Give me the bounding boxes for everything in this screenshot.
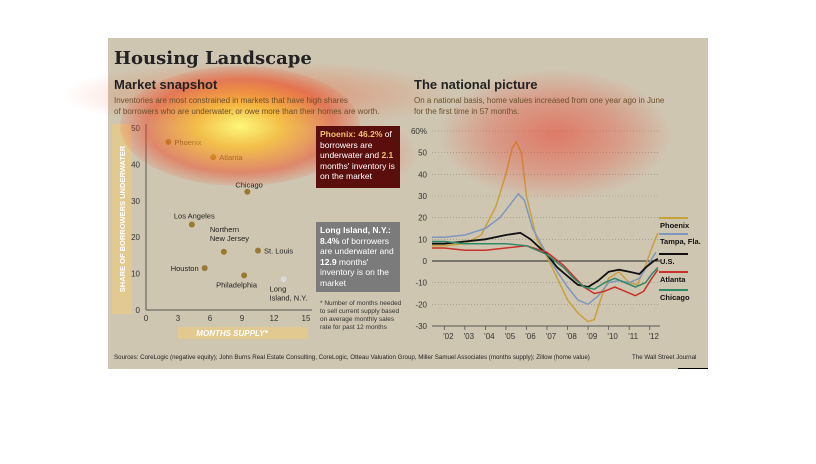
x-tick-label: 0 xyxy=(144,314,149,323)
y-tick-label: 60% xyxy=(411,127,427,136)
phoenix-callout: Phoenix: 46.2% of borrowers are underwat… xyxy=(316,126,400,188)
x-tick-label: '11 xyxy=(628,332,638,341)
scatter-point xyxy=(201,265,208,272)
y-tick-label: 10 xyxy=(131,270,140,279)
x-tick-label: 15 xyxy=(302,314,311,323)
callout-text: months' inventory is on the market xyxy=(320,256,389,288)
x-tick-label: '07 xyxy=(546,332,557,341)
x-tick-label: '03 xyxy=(464,332,475,341)
callout-city: Long Island, N.Y.: xyxy=(320,225,391,235)
y-tick-label: -20 xyxy=(415,300,427,309)
series-line xyxy=(432,231,659,288)
x-tick-label: 9 xyxy=(240,314,245,323)
corner-rule xyxy=(678,368,708,369)
x-tick-label: '02 xyxy=(443,332,454,341)
callout-text: months' inventory is on the market xyxy=(320,160,395,182)
series-line xyxy=(432,240,659,290)
left-subtitle: Market snapshot xyxy=(114,77,218,92)
y-tick-label: -10 xyxy=(415,279,427,288)
heatmap-overlay xyxy=(440,70,670,200)
callout-city: Phoenix: xyxy=(320,129,356,139)
x-tick-label: '10 xyxy=(607,332,618,341)
callout-months: 12.9 xyxy=(320,256,337,267)
months-supply-note: * Number of months needed to sell curren… xyxy=(320,300,402,331)
point-label: Philadelphia xyxy=(216,280,258,289)
x-tick-label: '06 xyxy=(525,332,536,341)
right-description-line: for the first time in 57 months. xyxy=(414,107,520,116)
y-tick-label: 30 xyxy=(418,192,427,201)
y-tick-label: 10 xyxy=(418,235,427,244)
legend-label: Atlanta xyxy=(660,275,686,284)
callout-pct: 8.4% xyxy=(320,235,340,246)
left-description-line: of borrowers who are underwater, or owe … xyxy=(114,107,380,116)
scatter-point xyxy=(244,188,251,195)
y-tick-label: 30 xyxy=(131,197,140,206)
y-tick-label: 40 xyxy=(131,160,140,169)
y-tick-label: -30 xyxy=(415,322,427,331)
long-island-callout: Long Island, N.Y.: 8.4% of borrowers are… xyxy=(316,222,400,292)
x-tick-label: '05 xyxy=(505,332,516,341)
legend-label: Chicago xyxy=(660,293,690,302)
callout-pct: 46.2% xyxy=(358,129,383,139)
right-description-line: On a national basis, home values increas… xyxy=(414,96,665,105)
scatter-point xyxy=(241,272,248,279)
y-tick-label: 50 xyxy=(418,149,427,158)
scatter-point xyxy=(280,276,287,283)
legend-label: U.S. xyxy=(660,257,675,266)
x-tick-label: '04 xyxy=(484,332,495,341)
left-description: Inventories are most constrained in mark… xyxy=(114,95,379,117)
legend-label: Tampa, Fla. xyxy=(660,237,701,246)
x-tick-label: '12 xyxy=(649,332,660,341)
x-tick-label: '08 xyxy=(566,332,577,341)
x-tick-label: 6 xyxy=(208,314,213,323)
y-tick-label: 0 xyxy=(423,257,428,266)
y-axis-label: SHARE OF BORROWERS UNDERWATER xyxy=(118,145,127,292)
point-label: St. Louis xyxy=(264,247,293,256)
y-tick-label: 20 xyxy=(131,233,140,242)
x-axis-band xyxy=(178,327,308,339)
legend-label: Phoenix xyxy=(660,221,690,230)
series-line xyxy=(432,245,659,297)
point-label: Northern New Jersey xyxy=(210,225,249,243)
y-tick-label: 20 xyxy=(418,214,427,223)
point-label: Los Angeles xyxy=(174,211,215,220)
x-tick-label: 12 xyxy=(270,314,279,323)
right-subtitle: The national picture xyxy=(414,77,538,92)
sources-footnote: Sources: CoreLogic (negative equity); Jo… xyxy=(114,354,590,361)
scatter-point xyxy=(220,248,227,255)
page-title: Housing Landscape xyxy=(114,48,312,69)
y-axis-band xyxy=(112,124,132,314)
left-description-line: Inventories are most constrained in mark… xyxy=(114,96,348,105)
credit-line: The Wall Street Journal xyxy=(632,354,697,361)
x-tick-label: '09 xyxy=(587,332,598,341)
point-label: Long Island, N.Y. xyxy=(270,284,308,302)
y-tick-label: 40 xyxy=(418,170,427,179)
callout-text: of borrowers are underwater and xyxy=(320,235,394,257)
scatter-point xyxy=(255,247,261,254)
callout-months: 2.1 xyxy=(381,150,394,160)
right-description: On a national basis, home values increas… xyxy=(414,95,664,117)
point-label: Houston xyxy=(171,264,199,273)
y-tick-label: 0 xyxy=(136,306,141,315)
scatter-point xyxy=(188,221,195,228)
x-axis-label: MONTHS SUPPLY* xyxy=(196,329,268,338)
series-line xyxy=(432,192,657,306)
x-tick-label: 3 xyxy=(176,314,181,323)
callout-text: of borrowers are underwater and xyxy=(320,129,392,160)
